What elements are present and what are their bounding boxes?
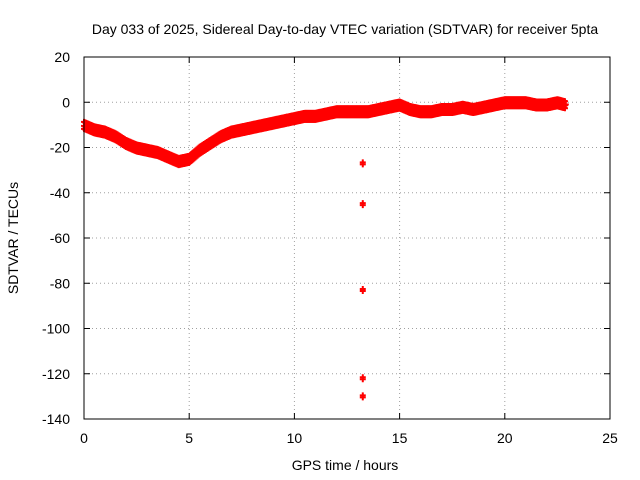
- y-tick-label: -120: [42, 366, 70, 382]
- x-tick-label: 25: [602, 430, 618, 446]
- outlier-point: [359, 376, 366, 383]
- y-axis-title: SDTVAR / TECUs: [5, 182, 21, 294]
- y-tick-label: 0: [62, 94, 70, 110]
- outlier-point: [359, 161, 366, 168]
- x-tick-label: 15: [392, 430, 408, 446]
- y-tick-label: 20: [54, 49, 70, 65]
- tick-layer: 0 5 10 15 20 25 20 0 -20 -40 -60 -80 -100 -120 -140: [42, 49, 618, 446]
- x-tick-label: 5: [185, 430, 193, 446]
- data-point: [562, 101, 569, 108]
- outlier-point: [359, 202, 366, 209]
- x-tick-label: 0: [80, 430, 88, 446]
- outlier-point: [359, 394, 366, 401]
- x-tick-label: 10: [287, 430, 303, 446]
- y-tick-label: -20: [50, 140, 70, 156]
- data-layer: [81, 96, 569, 401]
- chart-title: Day 033 of 2025, Sidereal Day-to-day VTE…: [92, 21, 599, 37]
- x-axis-title: GPS time / hours: [292, 457, 399, 473]
- x-tick-label: 20: [497, 430, 513, 446]
- y-tick-label: -80: [50, 275, 70, 291]
- y-tick-label: -40: [50, 185, 70, 201]
- y-tick-label: -60: [50, 230, 70, 246]
- y-tick-label: -100: [42, 321, 70, 337]
- outlier-point: [359, 288, 366, 295]
- y-tick-label: -140: [42, 411, 70, 427]
